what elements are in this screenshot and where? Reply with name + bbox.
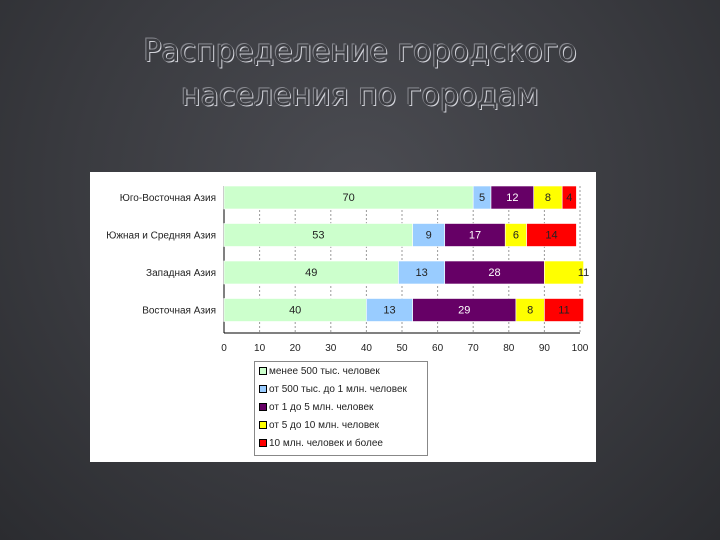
data-label: 13	[383, 305, 395, 317]
data-label: 70	[342, 192, 354, 204]
category-label: Южная и Средняя Азия	[106, 231, 216, 242]
bar-segment	[544, 260, 584, 285]
data-label: 9	[426, 230, 432, 242]
legend-swatch	[259, 367, 267, 376]
stacked-bar-chart: 0 10 20 30 40 50 60 70 80 90 100 Юго-Восточная Азия…	[106, 185, 589, 354]
legend-label: от 5 до 10 млн. человек	[269, 420, 379, 431]
bar-segment	[561, 185, 577, 210]
data-label: 6	[513, 230, 519, 242]
legend-label: от 1 до 5 млн. человек	[269, 402, 374, 413]
chart-legend: менее 500 тыс. человек от 500 тыс. до 1 м…	[254, 361, 428, 456]
x-tick-label: 70	[468, 343, 480, 354]
legend-item: от 1 до 5 млн. человек	[259, 401, 373, 415]
category-label: Восточная Азия	[142, 306, 216, 317]
x-tick-label: 40	[361, 343, 373, 354]
data-label: 11	[558, 305, 569, 317]
data-label: 12	[506, 192, 518, 204]
data-label: 53	[312, 230, 324, 242]
bar-segment	[526, 223, 577, 247]
data-label: 49	[305, 267, 317, 279]
x-tick-label: 60	[432, 343, 444, 354]
x-tick-label: 0	[221, 343, 227, 354]
title-line-1: Распределение городского	[143, 34, 577, 69]
x-tick-label: 80	[503, 343, 515, 354]
data-label: 13	[415, 267, 427, 279]
legend-swatch	[259, 403, 267, 412]
category-label: Юго-Восточная Азия	[120, 193, 216, 204]
legend-swatch	[259, 385, 267, 394]
bar-segment	[544, 298, 584, 322]
legend-swatch	[259, 421, 267, 430]
legend-item: от 5 до 10 млн. человек	[259, 419, 379, 433]
category-label: Западная Азия	[146, 268, 216, 279]
x-tick-label: 90	[539, 343, 551, 354]
x-tick-label: 30	[325, 343, 337, 354]
slide-title: Распределение городского населения по гор…	[60, 30, 660, 118]
data-label: 40	[289, 305, 301, 317]
legend-label: 10 млн. человек и более	[269, 438, 383, 449]
data-label: 28	[488, 267, 500, 279]
data-label: 17	[469, 230, 481, 242]
data-label: 5	[479, 192, 485, 204]
x-tick-label: 20	[290, 343, 302, 354]
data-label: 8	[545, 192, 551, 204]
data-label: 8	[527, 305, 533, 317]
chart-panel: 0 10 20 30 40 50 60 70 80 90 100 Юго-Восточная Азия…	[90, 172, 596, 462]
data-label: 4	[566, 192, 572, 204]
x-tick-label: 10	[254, 343, 266, 354]
data-label: 29	[458, 305, 470, 317]
title-line-2: населения по городам	[180, 78, 540, 113]
x-tick-label: 50	[396, 343, 408, 354]
data-label: 11	[578, 267, 589, 279]
x-tick-label: 100	[572, 343, 589, 354]
legend-item: 10 млн. человек и более	[259, 437, 383, 451]
legend-item: менее 500 тыс. человек	[259, 365, 380, 379]
legend-label: менее 500 тыс. человек	[269, 366, 380, 377]
data-label: 14	[545, 230, 557, 242]
legend-item: от 500 тыс. до 1 млн. человек	[259, 383, 407, 397]
legend-swatch	[259, 439, 267, 448]
legend-label: от 500 тыс. до 1 млн. человек	[269, 384, 407, 395]
